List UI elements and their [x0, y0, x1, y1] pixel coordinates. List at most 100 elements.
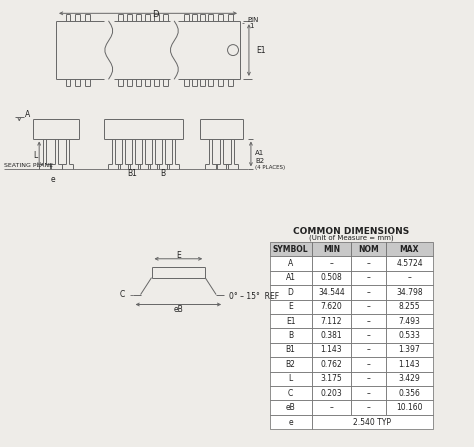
Bar — [270, 415, 311, 429]
Bar — [351, 357, 386, 371]
Text: eB: eB — [286, 403, 296, 412]
Text: L: L — [33, 151, 37, 160]
Text: 0.762: 0.762 — [320, 360, 342, 369]
Bar — [270, 371, 311, 386]
Bar — [386, 299, 433, 314]
Text: 10.160: 10.160 — [396, 403, 423, 412]
Text: –: – — [367, 374, 371, 383]
Text: A: A — [25, 110, 30, 119]
Bar — [311, 299, 351, 314]
Text: –: – — [367, 259, 371, 268]
Bar — [311, 242, 351, 256]
Bar — [386, 242, 433, 256]
Bar — [311, 343, 351, 357]
Bar — [386, 256, 433, 271]
Bar — [270, 401, 311, 415]
Text: –: – — [367, 316, 371, 325]
Bar — [270, 386, 311, 401]
Bar — [270, 285, 311, 299]
Text: E: E — [176, 251, 181, 260]
Bar — [270, 299, 311, 314]
Bar — [386, 314, 433, 329]
Text: B2: B2 — [255, 158, 264, 164]
Bar — [386, 285, 433, 299]
Bar — [311, 329, 351, 343]
Text: –: – — [367, 288, 371, 297]
Bar — [351, 371, 386, 386]
Text: 0° – 15°  REF: 0° – 15° REF — [229, 292, 279, 301]
Text: –: – — [367, 389, 371, 398]
Text: D: D — [288, 288, 293, 297]
Bar — [270, 256, 311, 271]
Text: –: – — [329, 403, 333, 412]
Text: e: e — [288, 417, 293, 426]
Text: e: e — [51, 175, 55, 184]
Text: 2.540 TYP: 2.540 TYP — [353, 417, 391, 426]
Text: E1: E1 — [256, 46, 265, 55]
Bar — [351, 285, 386, 299]
Bar — [311, 401, 351, 415]
Text: C: C — [288, 389, 293, 398]
Text: 8.255: 8.255 — [399, 302, 420, 311]
Text: –: – — [367, 331, 371, 340]
Text: MAX: MAX — [400, 245, 419, 253]
Text: 0.508: 0.508 — [320, 274, 342, 283]
Text: A: A — [288, 259, 293, 268]
Bar — [351, 299, 386, 314]
Bar — [270, 329, 311, 343]
Bar — [386, 329, 433, 343]
Text: E1: E1 — [286, 316, 295, 325]
Text: A1: A1 — [255, 151, 264, 156]
Text: 7.112: 7.112 — [321, 316, 342, 325]
Text: PIN: PIN — [247, 17, 258, 23]
Text: 0.356: 0.356 — [399, 389, 420, 398]
Text: 34.544: 34.544 — [318, 288, 345, 297]
Text: D: D — [152, 10, 159, 19]
Text: B1: B1 — [286, 346, 296, 354]
Text: –: – — [367, 274, 371, 283]
Text: B: B — [160, 169, 165, 178]
Text: COMMON DIMENSIONS: COMMON DIMENSIONS — [293, 228, 410, 236]
Bar — [351, 401, 386, 415]
Bar — [311, 271, 351, 285]
Text: 3.429: 3.429 — [399, 374, 420, 383]
Bar — [311, 357, 351, 371]
Bar — [311, 371, 351, 386]
Bar — [386, 401, 433, 415]
Bar — [351, 386, 386, 401]
Text: –: – — [367, 360, 371, 369]
Bar — [311, 314, 351, 329]
Text: –: – — [367, 302, 371, 311]
Text: C: C — [119, 290, 125, 299]
Text: 7.620: 7.620 — [320, 302, 342, 311]
Text: 1.143: 1.143 — [399, 360, 420, 369]
Text: –: – — [367, 403, 371, 412]
Text: B1: B1 — [128, 169, 137, 178]
Text: 7.493: 7.493 — [399, 316, 420, 325]
Bar — [351, 271, 386, 285]
Bar — [270, 242, 311, 256]
Text: 0.533: 0.533 — [399, 331, 420, 340]
Bar — [311, 285, 351, 299]
Bar — [386, 343, 433, 357]
Bar — [386, 386, 433, 401]
Bar — [351, 314, 386, 329]
Bar — [386, 371, 433, 386]
Text: SYMBOL: SYMBOL — [273, 245, 309, 253]
Text: SEATING PLANE: SEATING PLANE — [4, 163, 54, 168]
Bar — [311, 386, 351, 401]
Text: A1: A1 — [286, 274, 296, 283]
Bar — [351, 242, 386, 256]
Bar — [311, 256, 351, 271]
Text: (Unit of Measure = mm): (Unit of Measure = mm) — [309, 235, 393, 241]
Text: B2: B2 — [286, 360, 296, 369]
Text: B: B — [288, 331, 293, 340]
Bar — [386, 271, 433, 285]
Bar — [351, 329, 386, 343]
Bar — [270, 271, 311, 285]
Text: –: – — [329, 259, 333, 268]
Bar — [270, 357, 311, 371]
Text: –: – — [408, 274, 411, 283]
Text: 1: 1 — [249, 23, 254, 29]
Bar — [270, 343, 311, 357]
